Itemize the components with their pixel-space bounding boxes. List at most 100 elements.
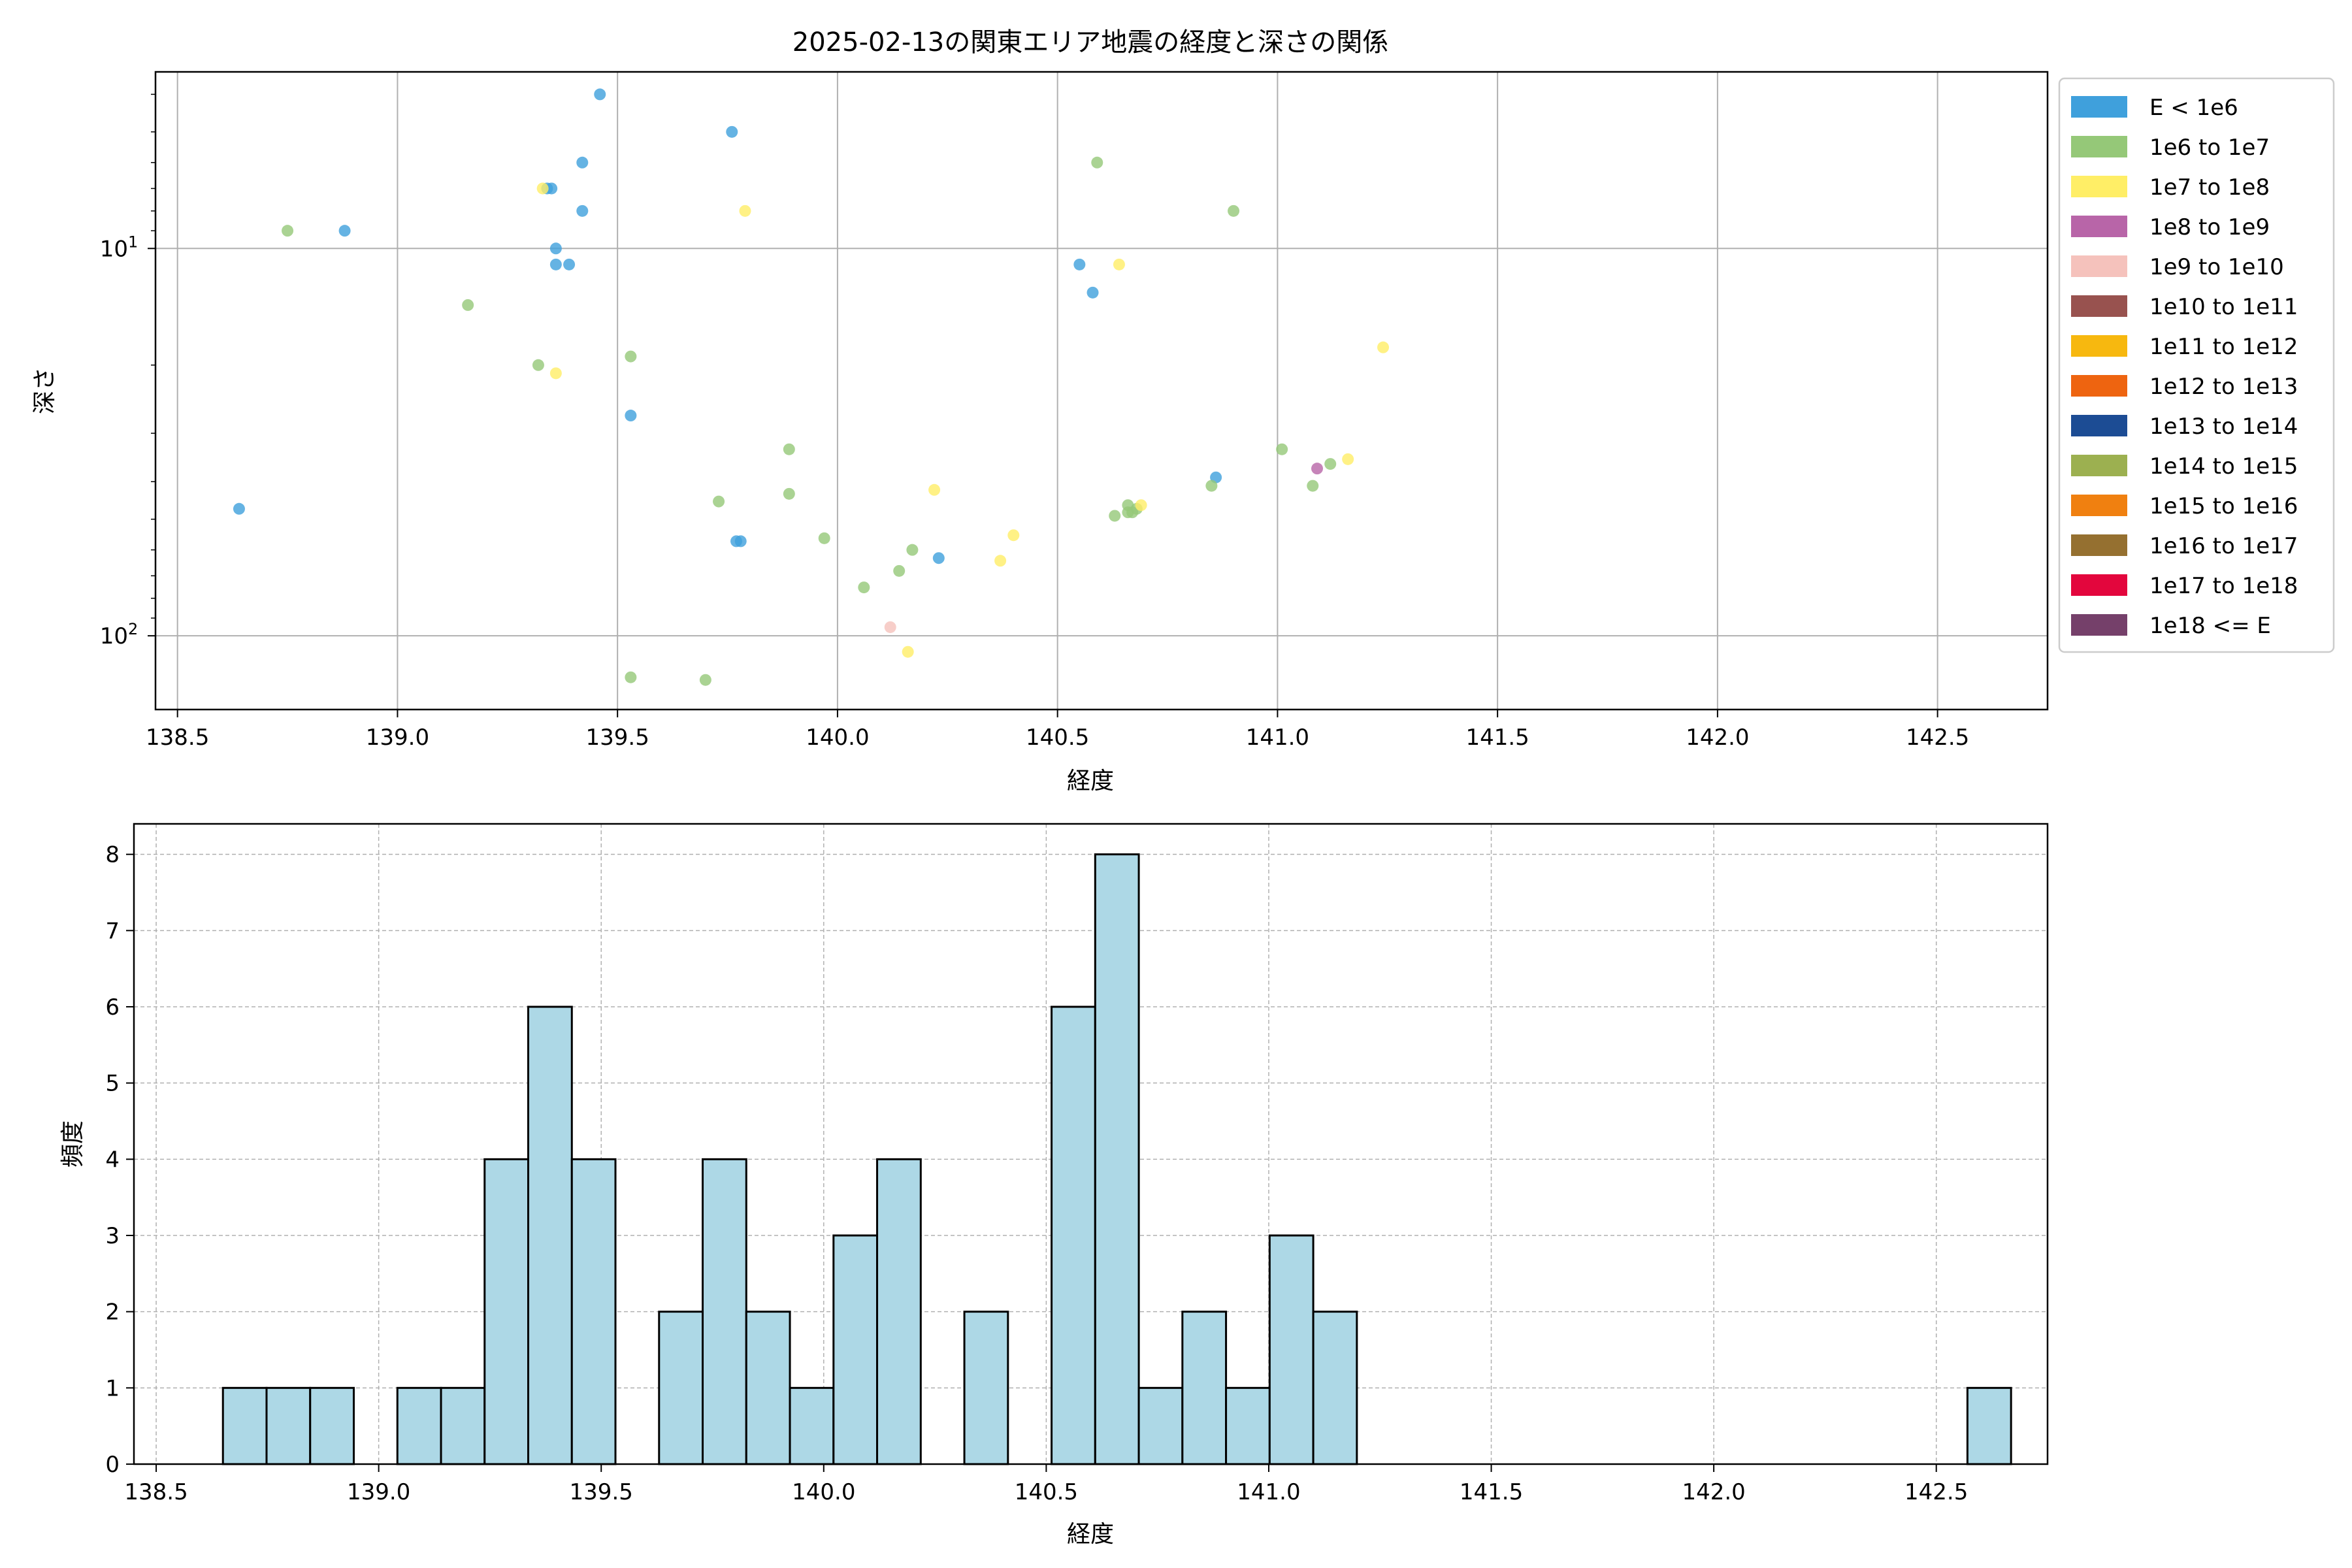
scatter-y-tick-base: 10 (100, 236, 128, 262)
scatter-x-tick-label: 139.5 (585, 725, 649, 751)
legend: E < 1e6 1e6 to 1e7 1e7 to 1e8 1e8 to 1e9 1e9… (2058, 77, 2335, 653)
scatter-point (884, 621, 896, 633)
histogram-bar (527, 1005, 573, 1465)
scatter-x-tick-label: 142.5 (1906, 725, 1969, 751)
legend-label: 1e17 to 1e18 (2149, 573, 2298, 599)
histogram-x-tick-label: 139.5 (570, 1479, 633, 1505)
histogram-bar (745, 1311, 791, 1465)
scatter-x-tick-label: 139.0 (366, 725, 429, 751)
scatter-y-tick-exponent: 1 (128, 233, 138, 251)
scatter-point (1228, 204, 1240, 217)
histogram-x-tick-label: 138.5 (124, 1479, 188, 1505)
scatter-x-ticks: 138.5 139.0 139.5 140.0 140.5 141.0 141.5 142.0… (146, 710, 1969, 751)
scatter-point (462, 299, 474, 311)
histogram-x-axis-label: 経度 (1067, 1521, 1114, 1548)
histogram-bar (570, 1158, 617, 1465)
scatter-point (625, 671, 637, 683)
scatter-point (338, 225, 351, 237)
histogram-y-tick-label: 6 (105, 994, 120, 1021)
scatter-point (818, 532, 830, 544)
legend-swatch (2071, 335, 2127, 357)
legend-swatch (2071, 96, 2127, 118)
histogram-plot-frame (133, 823, 2049, 1465)
histogram-y-tick-label: 8 (105, 842, 120, 868)
scatter-point (1073, 258, 1086, 270)
scatter-point (625, 350, 637, 363)
histogram-y-tick-label: 0 (105, 1452, 120, 1478)
scatter-point (1342, 453, 1354, 465)
histogram-bar (1137, 1386, 1184, 1465)
histogram-bar (832, 1234, 879, 1465)
legend-label: 1e9 to 1e10 (2149, 254, 2284, 280)
histogram-x-tick-label: 141.0 (1237, 1479, 1300, 1505)
legend-items: E < 1e6 1e6 to 1e7 1e7 to 1e8 1e8 to 1e9 1e9… (2071, 95, 2298, 639)
scatter-point (563, 258, 576, 270)
scatter-point (625, 410, 637, 422)
legend-label: 1e11 to 1e12 (2149, 334, 2298, 360)
histogram-y-tick-label: 2 (105, 1299, 120, 1326)
scatter-point (1086, 286, 1099, 299)
scatter-grid (155, 72, 2048, 710)
scatter-point (594, 88, 606, 101)
histogram-bar (396, 1386, 442, 1465)
histogram-bar (440, 1386, 486, 1465)
scatter-point (932, 552, 945, 564)
legend-swatch (2071, 216, 2127, 237)
legend-label: 1e8 to 1e9 (2149, 214, 2270, 240)
scatter-point (1377, 341, 1390, 353)
histogram-x-tick-label: 142.5 (1904, 1479, 1968, 1505)
scatter-point (282, 225, 294, 237)
histogram-y-tick-label: 7 (105, 918, 120, 944)
histogram-chart: 138.5 139.0 139.5 140.0 140.5 141.0 141.5 142.0… (59, 823, 2049, 1548)
histogram-x-tick-label: 142.0 (1682, 1479, 1745, 1505)
legend-label: 1e14 to 1e15 (2149, 453, 2298, 480)
legend-swatch (2071, 295, 2127, 317)
scatter-point (549, 367, 562, 380)
histogram-y-axis-label: 頻度 (59, 1120, 86, 1168)
scatter-y-tick-base: 10 (100, 623, 128, 649)
histogram-bar (265, 1386, 312, 1465)
scatter-point (1276, 443, 1288, 455)
histogram-x-tick-label: 141.5 (1460, 1479, 1523, 1505)
scatter-y-axis-label: 深さ (31, 367, 58, 414)
scatter-point (902, 645, 914, 658)
histogram-x-tick-label: 140.5 (1015, 1479, 1078, 1505)
scatter-point (906, 544, 919, 556)
histogram-bars (221, 853, 2012, 1465)
histogram-bar (1966, 1386, 2012, 1465)
histogram-bar (658, 1311, 704, 1465)
histogram-bar (876, 1158, 922, 1465)
histogram-y-ticks: 0 1 2 3 4 5 6 7 8 (105, 842, 134, 1478)
scatter-y-tick-exponent: 2 (128, 620, 138, 638)
legend-label: 1e16 to 1e17 (2149, 533, 2298, 559)
histogram-bar (1225, 1386, 1271, 1465)
scatter-point (783, 487, 795, 500)
legend-label: 1e15 to 1e16 (2149, 493, 2298, 519)
scatter-point (549, 242, 562, 255)
legend-swatch (2071, 375, 2127, 397)
legend-frame (2058, 77, 2335, 653)
scatter-x-tick-label: 140.0 (806, 725, 869, 751)
histogram-y-tick-label: 1 (105, 1375, 120, 1401)
scatter-point (928, 483, 941, 496)
histogram-y-tick-label: 5 (105, 1071, 120, 1097)
histogram-bar (702, 1158, 747, 1465)
legend-swatch (2071, 136, 2127, 157)
legend-swatch (2071, 574, 2127, 596)
scatter-point (893, 564, 906, 577)
scatter-point (858, 581, 870, 594)
legend-swatch (2071, 176, 2127, 197)
scatter-y-tick-label: 101 (100, 233, 139, 262)
scatter-point (1109, 510, 1121, 522)
legend-label: 1e18 <= E (2149, 613, 2271, 639)
scatter-point (1324, 458, 1337, 470)
histogram-x-ticks: 138.5 139.0 139.5 140.0 140.5 141.0 141.5 142.0… (124, 1464, 1968, 1505)
scatter-chart: 2025-02-13の関東エリア地震の経度と深さの関係 138.5 139.0 13… (31, 27, 2335, 794)
legend-label: 1e10 to 1e11 (2149, 294, 2298, 320)
scatter-point (576, 204, 589, 217)
histogram-x-tick-label: 139.0 (347, 1479, 410, 1505)
legend-label: 1e12 to 1e13 (2149, 374, 2298, 400)
